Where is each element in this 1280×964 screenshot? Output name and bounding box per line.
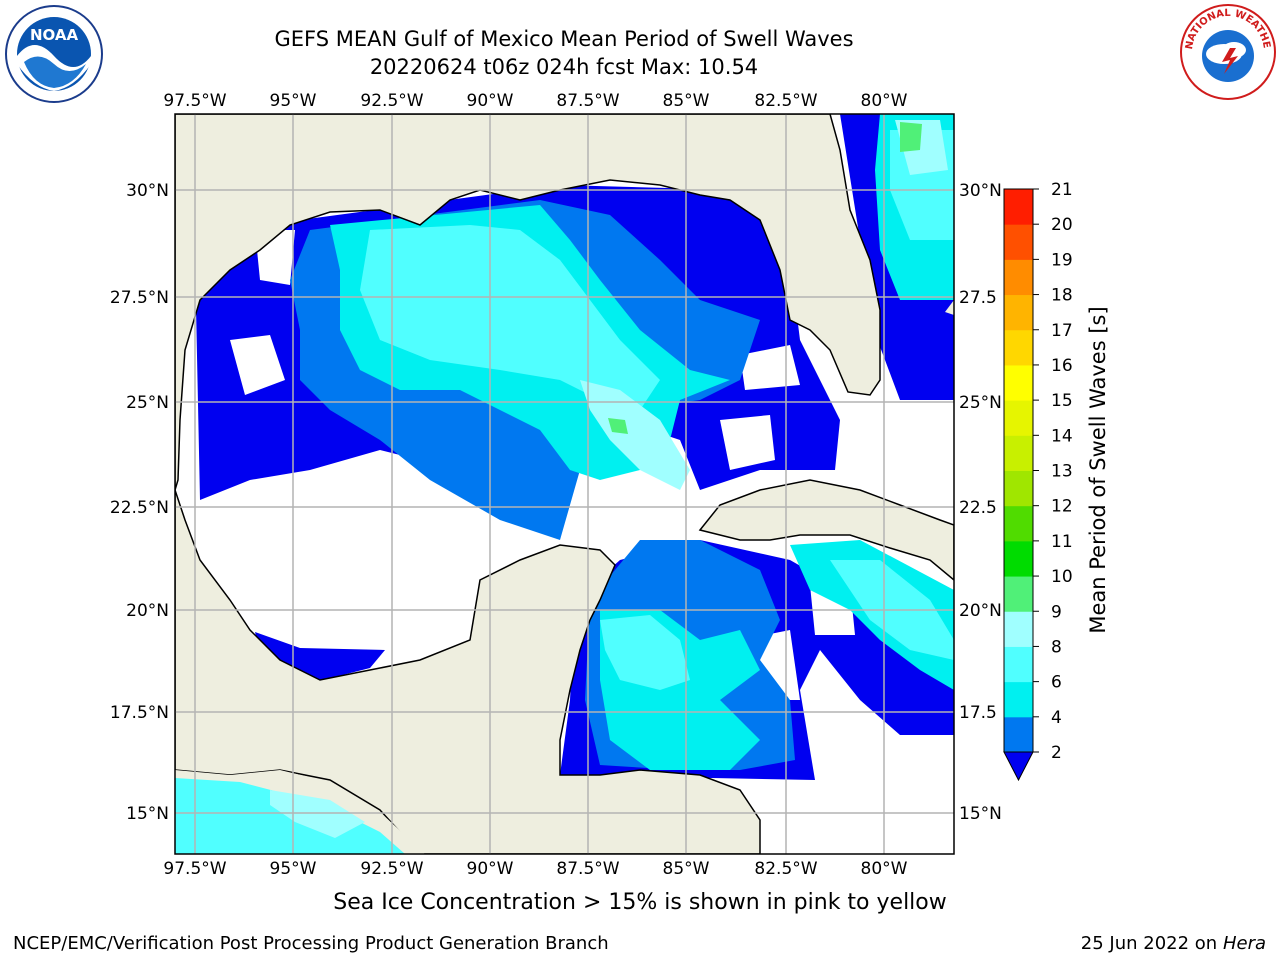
noaa-seal-icon: NOAA [4,4,104,108]
colorbar-tick-label: 17 [1051,321,1073,341]
colorbar-swatch [1004,540,1033,577]
colorbar-swatch [1004,505,1033,542]
lon-label: 80°W [861,91,908,111]
colorbar-tick-label: 10 [1051,567,1073,587]
lon-label: 90°W [467,859,514,879]
chart-subtitle: 20220624 t06z 024h fcst Max: 10.54 [369,55,759,79]
colorbar-label: Mean Period of Swell Waves [s] [1086,306,1110,633]
lat-label: 30°N [959,181,1002,201]
lat-label: 20°N [959,601,1002,621]
colorbar-swatch [1004,224,1033,260]
colorbar-swatch [1004,259,1033,296]
colorbar-swatch [1004,435,1033,471]
lon-label: 82.5°W [754,91,817,111]
colorbar-tick-label: 9 [1051,602,1062,622]
lon-label: 97.5°W [163,91,226,111]
lon-label: 82.5°W [754,859,817,879]
swell-level-9-10 [900,122,922,152]
map-frame [174,113,955,855]
lat-label: 20°N [126,601,169,621]
lon-label: 87.5°W [556,91,619,111]
lon-label: 90°W [467,91,514,111]
colorbar-tick-label: 4 [1051,708,1062,728]
colorbar-swatch [1004,716,1033,753]
lat-label: 30°N [126,181,169,201]
colorbar-tick-label: 18 [1051,286,1073,306]
credit-host: Hera [1222,933,1266,954]
lat-label: 17.5°N [110,703,169,723]
colorbar-extend-triangle [1003,751,1034,782]
colorbar-swatch [1004,611,1033,647]
lat-label: 15°N [126,804,169,824]
lat-label: 22.5 [959,498,997,518]
lon-label: 95°W [270,859,317,879]
swell-level-6-8 [360,225,660,410]
colorbar-tick-label: 13 [1051,462,1073,482]
lon-label: 95°W [270,91,317,111]
swell-calm-area [720,415,775,470]
lat-label: 27.5 [959,288,997,308]
colorbar-tick-label: 16 [1051,356,1073,376]
lon-label: 97.5°W [163,859,226,879]
lat-label: 25°N [959,393,1002,413]
colorbar-swatch [1004,470,1033,507]
lat-label: 27.5°N [110,288,169,308]
colorbar-tick-label: 20 [1051,215,1073,235]
nws-seal-icon: NATIONAL WEATHER SERVICE [1174,0,1278,106]
colorbar-tick-label: 21 [1051,180,1073,200]
swell-level-6-8 [600,615,690,690]
land-us-gulf-coast [175,114,881,491]
colorbar-swatch [1004,646,1033,683]
lon-label: 92.5°W [360,91,423,111]
colorbar-tick-label: 11 [1051,532,1073,552]
colorbar-tick-label: 2 [1051,743,1062,763]
colorbar: 2 4 6 8 9 10 11 12 13 14 15 16 17 18 19 20 21 [1003,180,1073,782]
colorbar-tick-label: 19 [1051,250,1073,270]
lat-labels-right: 30°N 27.5 25°N 22.5 20°N 17.5 15°N [959,181,1002,824]
lon-labels-top: 97.5°W 95°W 92.5°W 90°W 87.5°W 85°W 82.5… [163,91,907,111]
colorbar-swatch [1004,364,1033,401]
swell-level-8-9 [580,380,690,490]
colorbar-swatch [1004,294,1033,331]
lat-label: 15°N [959,804,1002,824]
graticule [175,114,954,854]
lat-label: 17.5 [959,703,997,723]
colorbar-swatch [1004,400,1033,436]
credit-branch: NCEP/EMC/Verification Post Processing Pr… [13,933,609,954]
colorbar-swatch [1004,681,1033,718]
lon-label: 87.5°W [556,859,619,879]
swell-calm-area [740,345,800,390]
land-bahamas [945,300,954,315]
colorbar-swatch [1004,576,1033,612]
lat-label: 22.5°N [110,498,169,518]
credit-date: 25 Jun 2022 on Hera [1081,933,1266,954]
colorbar-swatch [1004,329,1033,366]
swell-calm-area [230,335,285,395]
colorbar-tick-label: 15 [1051,391,1073,411]
sea-ice-caption: Sea Ice Concentration > 15% is shown in … [333,890,947,915]
swell-level-9-10 [608,418,628,434]
land-cuba [698,479,954,581]
chart-title: GEFS MEAN Gulf of Mexico Mean Period of … [274,27,854,51]
noaa-logo-text: NOAA [30,26,79,44]
colorbar-swatch [1004,189,1033,225]
colorbar-tick-label: 14 [1051,426,1073,446]
lon-labels-bottom: 97.5°W 95°W 92.5°W 90°W 87.5°W 85°W 82.5… [163,859,907,879]
map-plot-area [175,114,954,854]
lon-label: 85°W [663,859,710,879]
lon-label: 85°W [663,91,710,111]
lon-label: 92.5°W [360,859,423,879]
colorbar-tick-label: 6 [1051,673,1062,693]
colorbar-tick-label: 12 [1051,497,1073,517]
lon-label: 80°W [861,859,908,879]
lat-labels-left: 30°N 27.5°N 25°N 22.5°N 20°N 17.5°N 15°N [110,181,169,824]
lat-label: 25°N [126,393,169,413]
credit-date-text: 25 Jun 2022 on [1080,933,1218,954]
colorbar-tick-label: 8 [1051,637,1062,657]
